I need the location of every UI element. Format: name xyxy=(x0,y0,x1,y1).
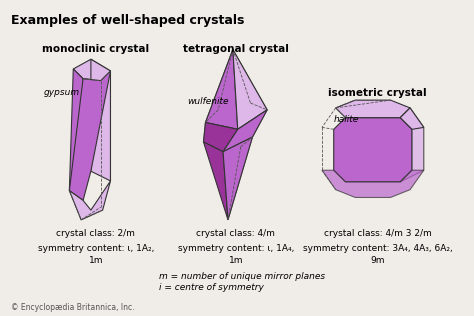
Polygon shape xyxy=(228,137,253,220)
Text: 9m: 9m xyxy=(371,256,385,265)
Polygon shape xyxy=(203,110,267,152)
Polygon shape xyxy=(73,59,110,81)
Text: Examples of well-shaped crystals: Examples of well-shaped crystals xyxy=(10,15,244,27)
Polygon shape xyxy=(334,118,412,182)
Text: wulfenite: wulfenite xyxy=(187,97,228,106)
Text: symmetry content: 3A₄, 4A₃, 6A₂,: symmetry content: 3A₄, 4A₃, 6A₂, xyxy=(303,244,453,253)
Polygon shape xyxy=(401,108,424,129)
Text: symmetry content: ι, 1A₂,: symmetry content: ι, 1A₂, xyxy=(37,244,154,253)
Polygon shape xyxy=(401,108,424,182)
Text: monoclinic crystal: monoclinic crystal xyxy=(42,44,149,54)
Polygon shape xyxy=(203,142,228,220)
Text: crystal class: 4/m 3 2/m: crystal class: 4/m 3 2/m xyxy=(324,228,432,238)
Polygon shape xyxy=(91,59,110,181)
Text: 1m: 1m xyxy=(89,256,103,265)
Text: crystal class: 4/m: crystal class: 4/m xyxy=(196,228,275,238)
Text: 1m: 1m xyxy=(228,256,243,265)
Text: isometric crystal: isometric crystal xyxy=(328,88,427,99)
Polygon shape xyxy=(69,69,83,200)
Text: gypsum: gypsum xyxy=(44,88,80,97)
Polygon shape xyxy=(233,50,267,129)
Polygon shape xyxy=(336,100,410,118)
Polygon shape xyxy=(69,181,110,220)
Polygon shape xyxy=(205,50,233,123)
Text: m = number of unique mirror planes: m = number of unique mirror planes xyxy=(159,272,326,282)
Text: i = centre of symmetry: i = centre of symmetry xyxy=(159,283,264,292)
Polygon shape xyxy=(69,71,110,200)
Polygon shape xyxy=(203,123,238,152)
Text: crystal class: 2/m: crystal class: 2/m xyxy=(56,228,135,238)
Text: © Encyclopædia Britannica, Inc.: © Encyclopædia Britannica, Inc. xyxy=(10,303,134,312)
Polygon shape xyxy=(322,170,424,198)
Polygon shape xyxy=(223,110,267,152)
Text: halite: halite xyxy=(334,115,359,124)
Polygon shape xyxy=(223,137,253,220)
Polygon shape xyxy=(233,50,267,110)
Polygon shape xyxy=(205,50,238,129)
Text: symmetry content: ι, 1A₄,: symmetry content: ι, 1A₄, xyxy=(178,244,294,253)
Text: tetragonal crystal: tetragonal crystal xyxy=(183,44,289,54)
